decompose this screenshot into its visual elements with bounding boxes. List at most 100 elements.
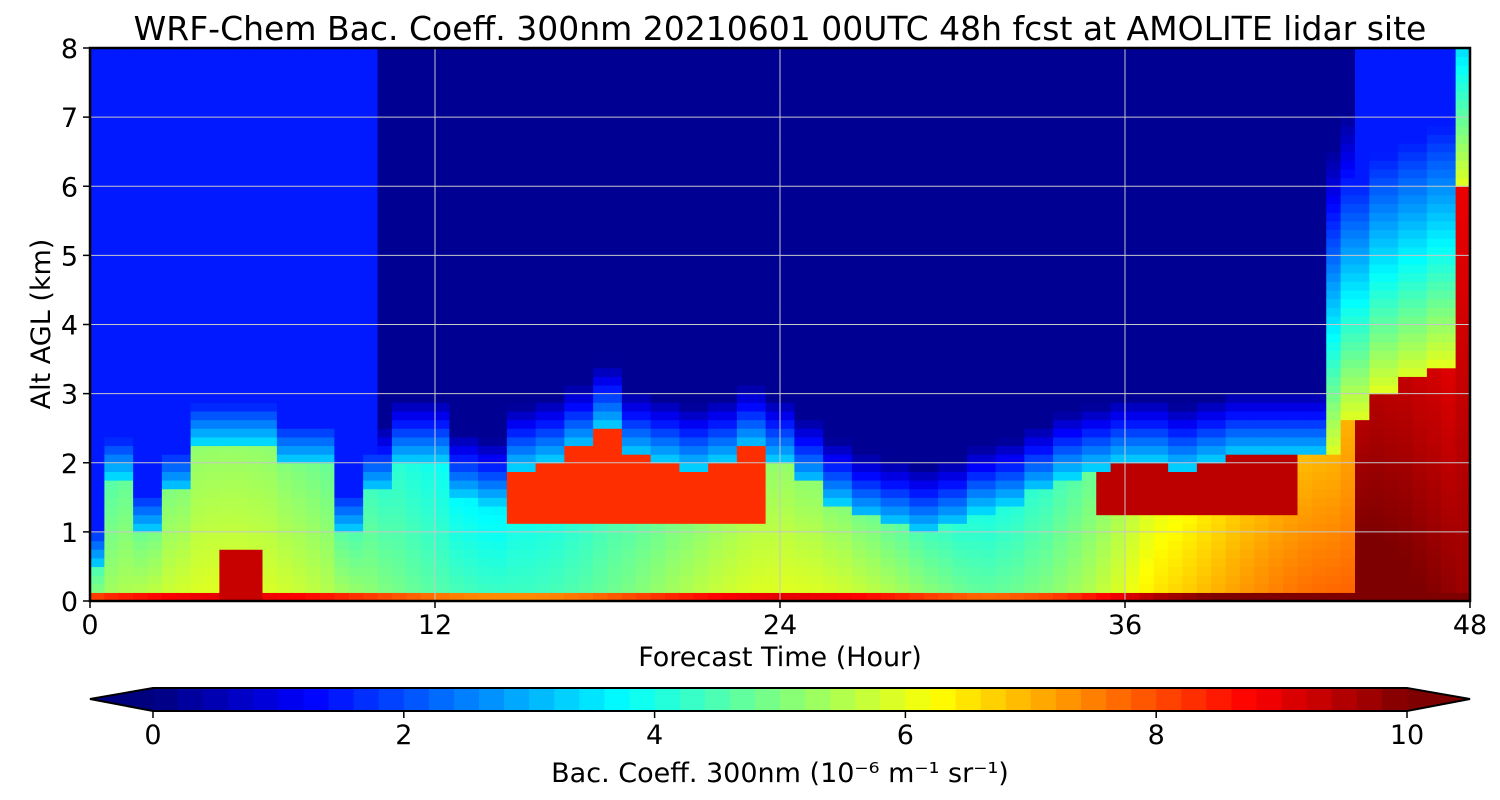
heatmap-cell [420, 566, 436, 576]
heatmap-cell [995, 540, 1011, 550]
heatmap-cell [1196, 393, 1212, 403]
heatmap-cell [161, 82, 177, 92]
heatmap-cell [190, 505, 206, 516]
heatmap-cell [348, 91, 364, 101]
heatmap-cell [895, 73, 910, 84]
heatmap-cell [1038, 592, 1054, 601]
heatmap-cell [736, 65, 752, 75]
heatmap-cell [478, 255, 494, 265]
heatmap-cell [1139, 134, 1155, 144]
heatmap-cell [248, 402, 264, 412]
heatmap-cell [478, 108, 494, 118]
heatmap-cell [1196, 402, 1212, 412]
heatmap-cell [866, 428, 882, 438]
heatmap-cell [521, 341, 537, 352]
heatmap-cell [1081, 194, 1097, 205]
heatmap-cell [1053, 82, 1069, 92]
heatmap-cell [578, 194, 594, 205]
heatmap-cell [435, 73, 450, 84]
heatmap-cell [161, 436, 177, 447]
heatmap-cell [837, 454, 853, 464]
heatmap-cell [736, 531, 752, 542]
heatmap-cell [593, 48, 609, 58]
heatmap-cell [851, 549, 867, 559]
heatmap-cell [1153, 419, 1169, 429]
heatmap-cell [1053, 480, 1069, 490]
heatmap-cell [823, 203, 839, 213]
heatmap-cell [1125, 376, 1140, 386]
heatmap-cell [1168, 143, 1184, 153]
heatmap-cell [679, 298, 695, 308]
heatmap-cell [363, 229, 379, 239]
heatmap-cell [133, 549, 149, 559]
heatmap-cell [564, 566, 580, 576]
heatmap-cell [377, 557, 393, 568]
heatmap-cell [449, 108, 465, 118]
heatmap-cell [1081, 73, 1097, 84]
heatmap-cell [104, 419, 120, 429]
heatmap-cell [90, 220, 105, 231]
heatmap-cell [161, 65, 177, 75]
heatmap-cell [708, 56, 724, 66]
heatmap-cell [823, 410, 839, 421]
heatmap-cell [636, 194, 652, 205]
heatmap-cell [233, 462, 249, 472]
heatmap-cell [578, 73, 594, 84]
heatmap-cell [1125, 523, 1140, 533]
heatmap-cell [679, 186, 695, 196]
heatmap-cell [621, 272, 637, 282]
heatmap-cell [578, 419, 594, 429]
heatmap-cell [952, 505, 968, 516]
heatmap-cell [794, 471, 810, 481]
heatmap-cell [880, 350, 896, 360]
heatmap-cell [1196, 549, 1212, 559]
heatmap-cell [966, 436, 982, 447]
heatmap-cell [708, 480, 724, 490]
heatmap-cell [995, 583, 1011, 593]
heatmap-cell [535, 315, 551, 326]
heatmap-cell [449, 117, 465, 127]
heatmap-cell [521, 212, 537, 222]
heatmap-cell [1081, 419, 1097, 429]
heatmap-cell [665, 462, 680, 472]
heatmap-cell [880, 177, 896, 187]
heatmap-cell [679, 246, 695, 256]
heatmap-cell [133, 186, 149, 196]
heatmap-cell [593, 575, 609, 585]
heatmap-cell [708, 194, 724, 205]
heatmap-cell [952, 117, 968, 127]
heatmap-cell [205, 419, 220, 429]
heatmap-cell [895, 246, 910, 256]
heatmap-cell [521, 514, 537, 524]
heatmap-cell [1096, 488, 1112, 498]
heatmap-cell [866, 333, 882, 343]
heatmap-cell [722, 462, 738, 472]
heatmap-cell [650, 194, 666, 205]
heatmap-cell [478, 220, 494, 231]
heatmap-cell [291, 56, 307, 66]
heatmap-cell [506, 229, 522, 239]
heatmap-cell [708, 82, 724, 92]
heatmap-cell [736, 108, 752, 118]
heatmap-cell [938, 393, 954, 403]
heatmap-cell [205, 125, 220, 136]
heatmap-cell [521, 505, 537, 516]
heatmap-cell [176, 359, 192, 369]
heatmap-cell [693, 350, 709, 360]
heatmap-cell [262, 445, 278, 455]
heatmap-cell [305, 471, 321, 481]
heatmap-cell [1110, 531, 1126, 542]
heatmap-cell [765, 376, 781, 386]
heatmap-cell [406, 272, 422, 282]
heatmap-cell [650, 212, 666, 222]
heatmap-cell [780, 471, 795, 481]
heatmap-cell [147, 143, 163, 153]
heatmap-cell [391, 384, 407, 395]
heatmap-cell [233, 575, 249, 585]
heatmap-cell [866, 281, 882, 291]
heatmap-cell [391, 73, 407, 84]
heatmap-cell [176, 272, 192, 282]
heatmap-cell [118, 592, 134, 601]
heatmap-cell [808, 246, 824, 256]
heatmap-cell [794, 384, 810, 395]
